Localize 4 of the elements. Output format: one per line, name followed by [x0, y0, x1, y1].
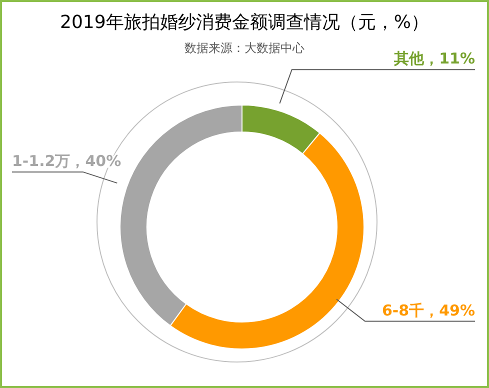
chart-subtitle: 数据来源：大数据中心 [184, 41, 304, 55]
slice-label: 6-8千，49% [382, 301, 475, 320]
chart-title: 2019年旅拍婚纱消费金额调查情况（元，%） [59, 11, 430, 34]
slice-label: 其他，11% [393, 50, 475, 68]
